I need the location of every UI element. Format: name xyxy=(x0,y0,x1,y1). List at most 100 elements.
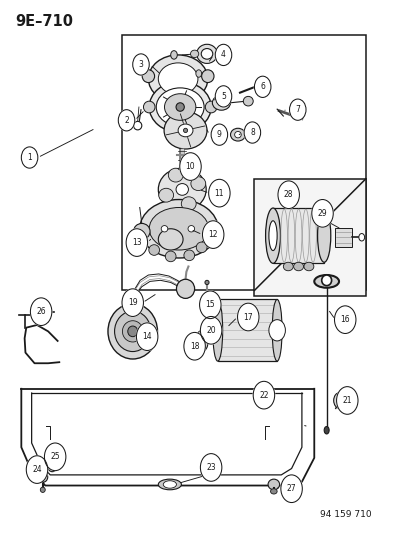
Ellipse shape xyxy=(188,225,194,232)
Circle shape xyxy=(30,298,52,326)
Ellipse shape xyxy=(205,101,216,113)
Text: 7: 7 xyxy=(294,105,299,114)
Ellipse shape xyxy=(265,208,280,263)
Ellipse shape xyxy=(201,49,212,59)
Text: 2: 2 xyxy=(124,116,128,125)
Ellipse shape xyxy=(270,489,276,494)
Text: 10: 10 xyxy=(185,162,195,171)
Ellipse shape xyxy=(48,463,56,472)
Text: 22: 22 xyxy=(259,391,268,400)
Text: 29: 29 xyxy=(317,209,327,218)
Text: 17: 17 xyxy=(243,312,252,321)
Circle shape xyxy=(244,122,260,143)
Ellipse shape xyxy=(40,487,45,492)
Ellipse shape xyxy=(260,401,264,408)
Ellipse shape xyxy=(243,96,253,106)
Text: 25: 25 xyxy=(50,453,60,462)
Ellipse shape xyxy=(163,481,176,488)
Ellipse shape xyxy=(128,326,138,337)
Ellipse shape xyxy=(181,197,196,211)
Ellipse shape xyxy=(204,280,209,285)
Bar xyxy=(217,300,276,361)
Circle shape xyxy=(254,76,270,98)
Circle shape xyxy=(183,333,205,360)
Circle shape xyxy=(200,317,221,344)
Ellipse shape xyxy=(190,50,198,58)
Ellipse shape xyxy=(195,330,208,352)
Ellipse shape xyxy=(303,262,313,271)
Text: 13: 13 xyxy=(132,238,141,247)
Ellipse shape xyxy=(230,128,245,141)
Ellipse shape xyxy=(215,50,223,58)
Text: 19: 19 xyxy=(128,298,137,307)
Text: 24: 24 xyxy=(32,465,42,474)
Circle shape xyxy=(253,381,274,409)
Ellipse shape xyxy=(268,479,279,490)
Text: 11: 11 xyxy=(214,189,223,198)
Ellipse shape xyxy=(198,340,205,348)
Ellipse shape xyxy=(164,94,195,120)
Ellipse shape xyxy=(170,51,177,59)
Bar xyxy=(122,35,365,290)
Ellipse shape xyxy=(148,55,207,103)
Text: 9E–710: 9E–710 xyxy=(15,14,73,29)
Text: 4: 4 xyxy=(221,51,225,59)
Circle shape xyxy=(215,86,231,107)
Text: 3: 3 xyxy=(138,60,143,69)
Ellipse shape xyxy=(190,177,205,191)
Text: 6: 6 xyxy=(260,82,264,91)
Ellipse shape xyxy=(202,320,213,339)
Circle shape xyxy=(211,124,227,146)
Text: 15: 15 xyxy=(205,300,215,309)
Circle shape xyxy=(277,181,299,208)
Circle shape xyxy=(133,54,149,75)
Ellipse shape xyxy=(204,293,209,306)
Circle shape xyxy=(215,44,231,66)
Ellipse shape xyxy=(358,233,364,241)
Ellipse shape xyxy=(234,132,241,138)
Text: 20: 20 xyxy=(206,326,216,335)
Ellipse shape xyxy=(201,70,214,83)
Ellipse shape xyxy=(323,426,328,434)
Ellipse shape xyxy=(271,300,281,361)
Text: 27: 27 xyxy=(286,484,296,493)
Circle shape xyxy=(21,147,38,168)
Ellipse shape xyxy=(158,188,173,202)
Ellipse shape xyxy=(149,82,211,133)
Bar xyxy=(334,228,351,247)
Ellipse shape xyxy=(122,321,143,342)
Text: 26: 26 xyxy=(36,307,46,316)
Ellipse shape xyxy=(268,221,276,251)
Ellipse shape xyxy=(156,88,204,126)
Circle shape xyxy=(26,456,47,483)
Ellipse shape xyxy=(133,122,142,130)
Ellipse shape xyxy=(164,112,206,149)
Text: 28: 28 xyxy=(283,190,293,199)
Ellipse shape xyxy=(268,320,285,341)
Ellipse shape xyxy=(158,479,181,490)
Circle shape xyxy=(199,291,221,319)
Ellipse shape xyxy=(148,245,159,255)
Ellipse shape xyxy=(212,300,222,361)
Ellipse shape xyxy=(176,183,188,195)
Text: 1: 1 xyxy=(27,153,32,162)
Ellipse shape xyxy=(114,311,150,352)
Ellipse shape xyxy=(195,70,201,77)
Ellipse shape xyxy=(38,472,47,482)
Circle shape xyxy=(334,306,355,334)
Ellipse shape xyxy=(183,250,194,261)
Text: 8: 8 xyxy=(249,128,254,137)
Ellipse shape xyxy=(333,392,345,408)
Ellipse shape xyxy=(133,223,150,239)
Ellipse shape xyxy=(313,275,338,288)
Text: 14: 14 xyxy=(142,332,152,341)
Ellipse shape xyxy=(168,168,183,182)
Ellipse shape xyxy=(176,103,184,111)
Ellipse shape xyxy=(149,207,208,250)
Ellipse shape xyxy=(143,101,154,113)
Text: 94 159 710: 94 159 710 xyxy=(320,510,371,519)
Circle shape xyxy=(44,443,66,471)
Circle shape xyxy=(208,179,230,207)
Circle shape xyxy=(237,303,259,331)
Circle shape xyxy=(136,323,157,351)
